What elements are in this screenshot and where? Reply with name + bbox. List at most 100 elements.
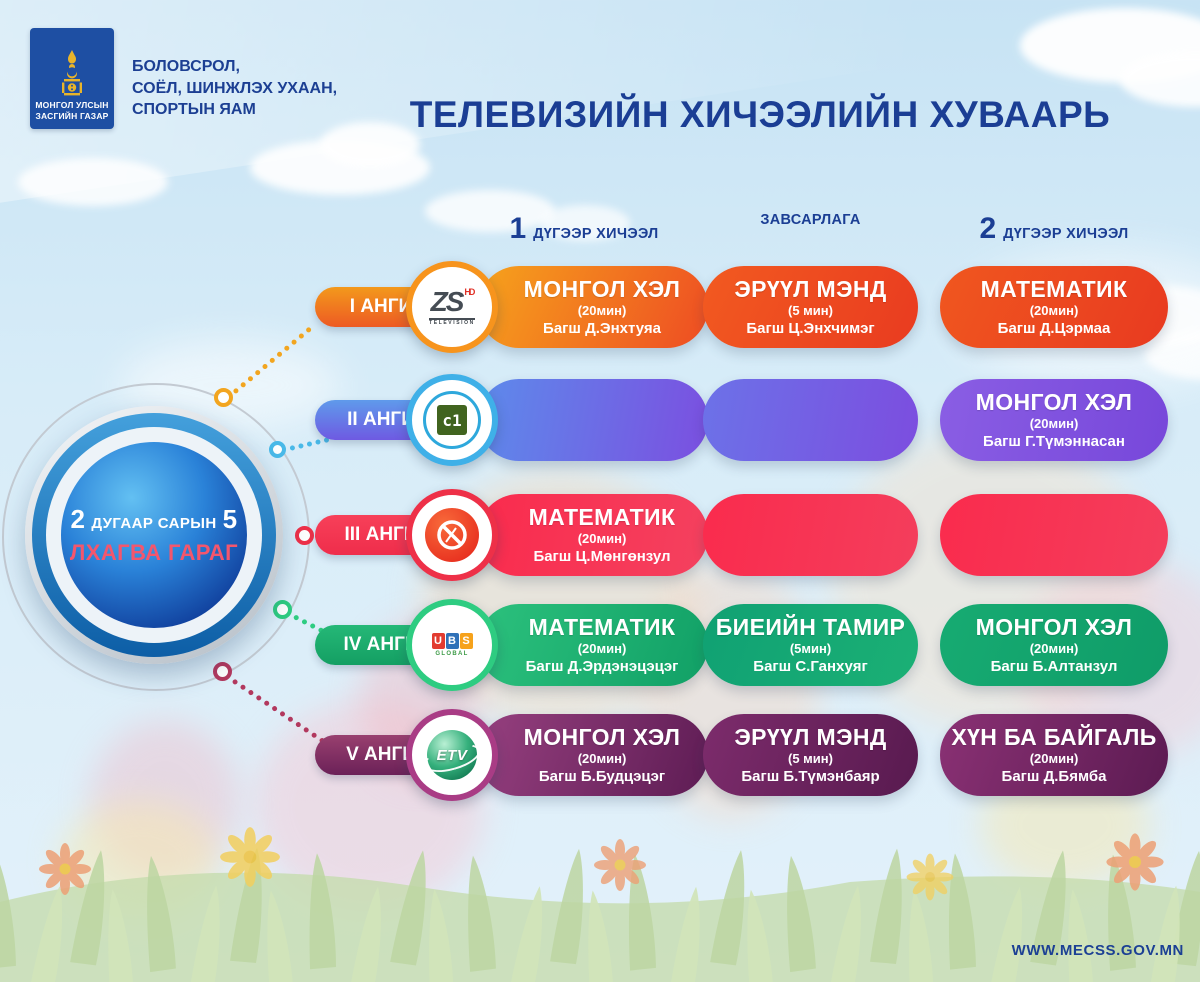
teacher-label: Багш Г.Түмэннасан (983, 433, 1125, 451)
row4-lesson1-pill: МАТЕМАТИК (20мин) Багш Д.Эрдэнэцэцэг (478, 604, 708, 686)
row1-lesson1-pill: МОНГОЛ ХЭЛ (20мин) Багш Д.Энхтуяа (478, 266, 708, 348)
subject-label: МАТЕМАТИК (528, 613, 676, 640)
subject-label: МОНГОЛ ХЭЛ (523, 723, 681, 750)
connector-ring (273, 600, 292, 619)
teacher-label: Багш Б.Түмэнбаяр (741, 768, 880, 786)
teacher-label: Багш Б.Будцэцэг (538, 768, 666, 786)
ubs-logo-letters: U B S (431, 633, 473, 649)
cloud-shape (18, 158, 168, 206)
day-number: 5 (222, 504, 238, 534)
row2-lesson1-pill (478, 379, 708, 461)
duration-label: (20мин) (577, 303, 627, 319)
column-header-lesson1: 1 ДҮГЭЭР ХИЧЭЭЛ (478, 212, 690, 254)
teacher-label: Багш Д.Эрдэнэцэцэг (525, 658, 679, 676)
duration-label: (5 мин) (788, 751, 833, 767)
gov-logo-text-line2: ЗАСГИЙН ГАЗАР (35, 110, 109, 121)
zs-television-logo-icon: ZS HD TELEVISION (429, 285, 476, 327)
connector-ring (295, 526, 314, 545)
duration-label: (20мин) (577, 531, 627, 547)
c1-logo-text: c1 (437, 405, 467, 435)
ministry-line1: БОЛОВСРОЛ, (132, 58, 240, 75)
soyombo-emblem-icon (62, 49, 82, 96)
duration-label: (20мин) (1029, 641, 1079, 657)
etv-logo-icon: ETV (420, 730, 484, 780)
dotted-connector (231, 678, 326, 745)
grade-label: III АНГИ (344, 524, 418, 545)
subject-label: ЭРҮҮЛ МЭНД (734, 723, 887, 750)
dotted-connector (289, 437, 330, 451)
subject-label: МОНГОЛ ХЭЛ (975, 613, 1133, 640)
row1-lesson2-pill: МАТЕМАТИК (20мин) Багш Д.Цэрмаа (940, 266, 1168, 348)
subject-label: МАТЕМАТИК (980, 275, 1128, 302)
row3-lesson2-pill (940, 494, 1168, 576)
ubs-logo-subtext: GLOBAL (435, 651, 469, 657)
red-crossed-circle-tv-logo-icon (425, 508, 479, 562)
row5-lesson2-pill: ХҮН БА БАЙГАЛЬ (20мин) Багш Д.Бямба (940, 714, 1168, 796)
duration-label: (20мин) (577, 751, 627, 767)
duration-label: (5мин) (789, 641, 832, 657)
column-label: ЗАВСАРЛАГА (760, 212, 861, 228)
zs-logo-text: ZS HD (430, 285, 476, 317)
teacher-label: Багш Д.Бямба (1001, 768, 1107, 786)
column-header-lesson2: 2 ДҮГЭЭР ХИЧЭЭЛ (940, 212, 1168, 254)
connector-ring (213, 662, 232, 681)
row5-lesson1-pill: МОНГОЛ ХЭЛ (20мин) Багш Б.Будцэцэг (478, 714, 708, 796)
subject-label: ХҮН БА БАЙГАЛЬ (951, 723, 1157, 750)
connector-ring (269, 441, 286, 458)
duration-label: (20мин) (1029, 751, 1079, 767)
column-label: ДҮГЭЭР ХИЧЭЭЛ (533, 226, 659, 242)
row4-break-pill: БИЕИЙН ТАМИР (5мин) Багш С.Ганхуяг (703, 604, 918, 686)
duration-label: (5 мин) (788, 303, 833, 319)
teacher-label: Багш Б.Алтанзул (990, 658, 1118, 676)
c1-television-logo-icon: c1 (423, 391, 481, 449)
grade-label: II АНГИ (347, 409, 415, 430)
subject-label: БИЕИЙН ТАМИР (715, 613, 906, 640)
column-label: ДҮГЭЭР ХИЧЭЭЛ (1003, 226, 1129, 242)
column-number: 2 (979, 212, 997, 245)
grass-meadow (0, 827, 1200, 982)
row4-lesson2-pill: МОНГОЛ ХЭЛ (20мин) Багш Б.Алтанзул (940, 604, 1168, 686)
page-title: ТЕЛЕВИЗИЙН ХИЧЭЭЛИЙН ХУВААРЬ (409, 94, 1111, 135)
column-header-break: ЗАВСАРЛАГА (703, 212, 918, 254)
ministry-line2: СОЁЛ, ШИНЖЛЭХ УХААН, (132, 79, 338, 97)
weekday-label: ЛХАГВА ГАРАГ (69, 540, 239, 565)
month-label: ДУГААР САРЫН (91, 515, 217, 532)
row4-channel-badge: U B S GLOBAL (406, 599, 498, 691)
grade-label: V АНГИ (346, 744, 416, 765)
hd-badge: HD (464, 286, 475, 297)
teacher-label: Багш Д.Цэрмаа (997, 320, 1111, 338)
subject-label: МАТЕМАТИК (528, 503, 676, 530)
row5-channel-badge: ETV (406, 709, 498, 801)
row5-break-pill: ЭРҮҮЛ МЭНД (5 мин) Багш Б.Түмэнбаяр (703, 714, 918, 796)
row2-break-pill (703, 379, 918, 461)
date-badge-center: 2 ДУГААР САРЫН 5 ЛХАГВА ГАРАГ (61, 442, 247, 628)
row1-channel-badge: ZS HD TELEVISION (406, 261, 498, 353)
month-number: 2 (70, 504, 86, 534)
row2-channel-badge: c1 (406, 374, 498, 466)
date-line: 2 ДУГААР САРЫН 5 (71, 504, 238, 535)
row3-break-pill (703, 494, 918, 576)
subject-label: ЭРҮҮЛ МЭНД (734, 275, 887, 302)
ministry-name: БОЛОВСРОЛ, СОЁЛ, ШИНЖЛЭХ УХААН, СПОРТЫН … (132, 56, 337, 121)
grade-label: I АНГИ (349, 296, 413, 317)
row1-break-pill: ЭРҮҮЛ МЭНД (5 мин) Багш Ц.Энхчимэг (703, 266, 918, 348)
teacher-label: Багш Ц.Мөнгөнзул (533, 548, 671, 566)
teacher-label: Багш С.Ганхуяг (753, 658, 868, 676)
ubs-global-logo-icon: U B S GLOBAL (431, 633, 473, 657)
cloud-shape (425, 190, 555, 232)
grade-label: IV АНГИ (343, 634, 419, 655)
cloud-shape (540, 205, 630, 241)
zs-logo-subtext: TELEVISION (429, 317, 475, 327)
ministry-line3: СПОРТЫН ЯАМ (132, 101, 256, 119)
row3-lesson1-pill: МАТЕМАТИК (20мин) Багш Ц.Мөнгөнзул (478, 494, 708, 576)
teacher-label: Багш Ц.Энхчимэг (746, 320, 875, 338)
government-logo: МОНГОЛ УЛСЫН ЗАСГИЙН ГАЗАР (30, 28, 114, 129)
column-number: 1 (509, 212, 527, 245)
subject-label: МОНГОЛ ХЭЛ (975, 388, 1133, 415)
row2-lesson2-pill: МОНГОЛ ХЭЛ (20мин) Багш Г.Түмэннасан (940, 379, 1168, 461)
date-badge: 2 ДУГААР САРЫН 5 ЛХАГВА ГАРАГ (25, 406, 283, 664)
subject-label: МОНГОЛ ХЭЛ (523, 275, 681, 302)
website-url: WWW.MECSS.GOV.MN (1011, 942, 1184, 959)
etv-logo-text: ETV (436, 746, 468, 764)
duration-label: (20мин) (1029, 416, 1079, 432)
